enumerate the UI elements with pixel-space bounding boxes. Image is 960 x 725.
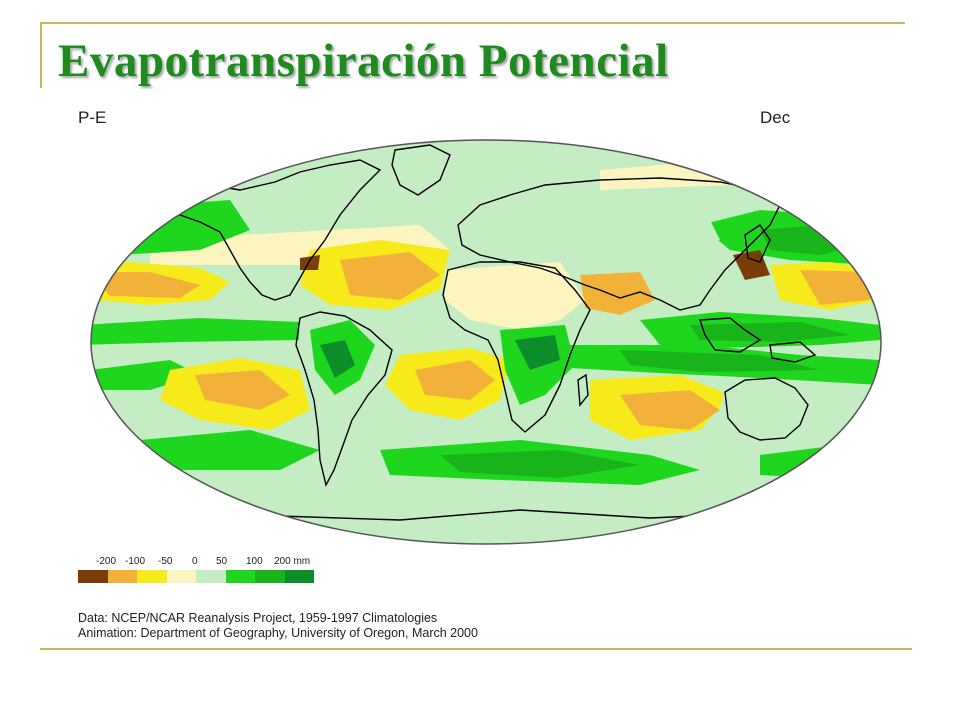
legend-swatch xyxy=(107,570,137,583)
legend-swatch xyxy=(255,570,285,583)
title-rule-left xyxy=(40,22,42,88)
legend-swatch xyxy=(225,570,255,583)
legend-tick: 0 xyxy=(192,556,198,567)
legend-tick: -200 xyxy=(96,556,117,567)
map-border xyxy=(90,139,882,545)
legend-swatch xyxy=(166,570,196,583)
credits: Data: NCEP/NCAR Reanalysis Project, 1959… xyxy=(78,611,478,641)
legend-swatch xyxy=(78,570,108,583)
bottom-rule xyxy=(40,648,912,650)
variable-label: P-E xyxy=(78,108,107,127)
credits-animation-line: Animation: Department of Geography, Univ… xyxy=(78,626,478,640)
legend-tick: 200 mm xyxy=(274,556,311,567)
legend-tick: -50 xyxy=(158,556,173,567)
credits-data-line: Data: NCEP/NCAR Reanalysis Project, 1959… xyxy=(78,611,438,625)
month-label: Dec xyxy=(760,108,791,127)
legend-tick: -100 xyxy=(125,556,146,567)
legend-swatch xyxy=(196,570,226,583)
legend-swatch xyxy=(137,570,167,583)
legend-swatch xyxy=(284,570,314,583)
slide-title: Evapotranspiración Potencial xyxy=(58,35,669,87)
title-rule-top xyxy=(40,22,905,24)
legend-tick: 50 xyxy=(216,556,228,567)
legend-tick: 100 xyxy=(246,556,263,567)
